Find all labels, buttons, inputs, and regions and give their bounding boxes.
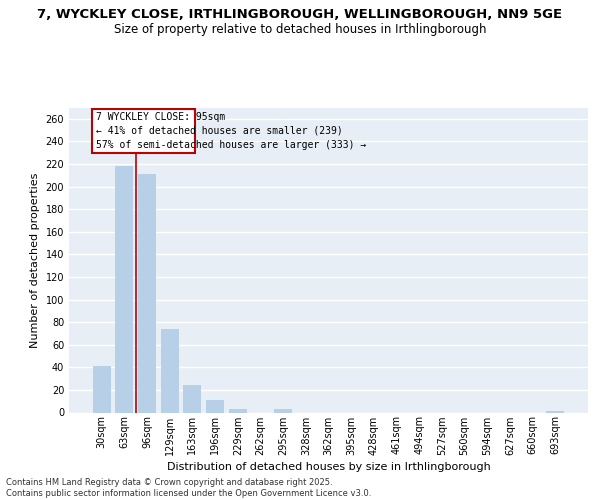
Text: 7 WYCKLEY CLOSE: 95sqm
← 41% of detached houses are smaller (239)
57% of semi-de: 7 WYCKLEY CLOSE: 95sqm ← 41% of detached… — [95, 112, 366, 150]
Bar — [229, 409, 247, 412]
Text: 7, WYCKLEY CLOSE, IRTHLINGBOROUGH, WELLINGBOROUGH, NN9 5GE: 7, WYCKLEY CLOSE, IRTHLINGBOROUGH, WELLI… — [37, 8, 563, 20]
FancyBboxPatch shape — [92, 108, 194, 152]
Bar — [138, 174, 156, 412]
Bar — [274, 409, 292, 412]
Text: Size of property relative to detached houses in Irthlingborough: Size of property relative to detached ho… — [114, 22, 486, 36]
Bar — [206, 400, 224, 412]
Text: Contains HM Land Registry data © Crown copyright and database right 2025.
Contai: Contains HM Land Registry data © Crown c… — [6, 478, 371, 498]
Bar — [92, 366, 111, 412]
Bar — [161, 329, 179, 412]
X-axis label: Distribution of detached houses by size in Irthlingborough: Distribution of detached houses by size … — [167, 462, 490, 471]
Bar — [115, 166, 133, 412]
Bar — [184, 386, 202, 412]
Y-axis label: Number of detached properties: Number of detached properties — [30, 172, 40, 348]
